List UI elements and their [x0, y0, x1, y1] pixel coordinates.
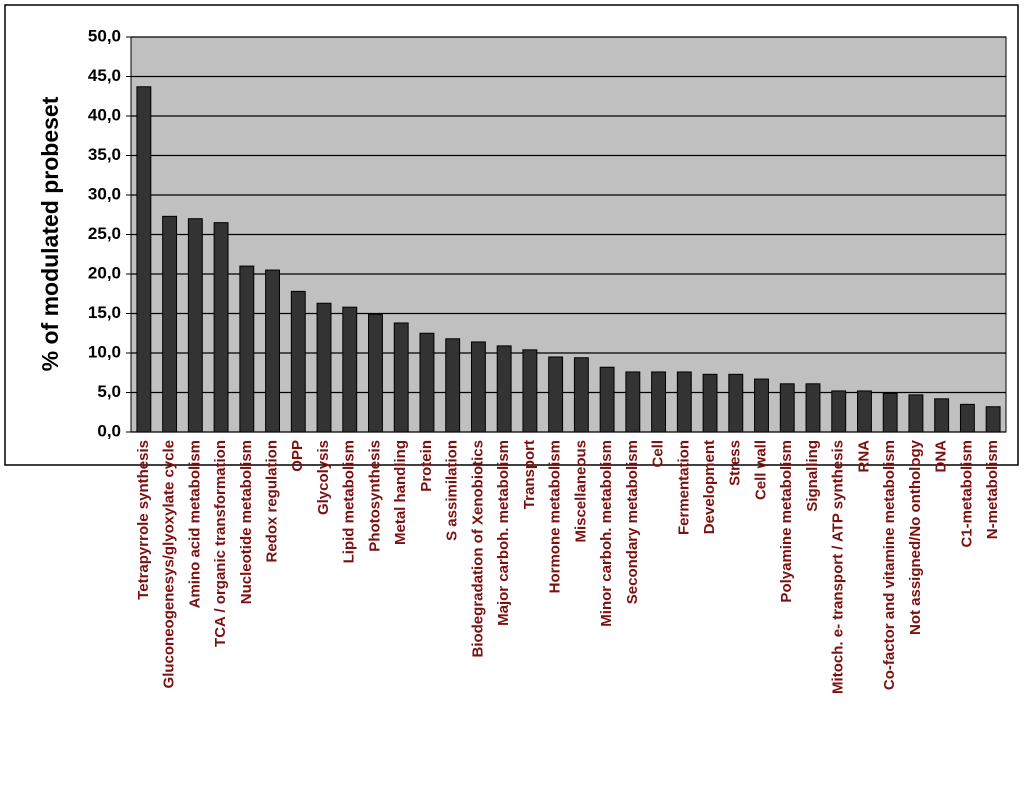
y-tick-label: 0,0: [97, 421, 121, 440]
bar: [985, 406, 1001, 433]
bar: [599, 366, 615, 433]
x-tick-label: N-metabolism: [984, 440, 1001, 539]
bar: [265, 269, 280, 433]
bar: [882, 392, 898, 433]
bar: [239, 265, 255, 433]
x-tick-label: Metal handling: [392, 440, 409, 545]
x-tick-label: TCA / organic transformation: [212, 440, 229, 647]
x-tick-label: Co-factor and vitamine metabolism: [881, 440, 898, 690]
bar: [651, 371, 667, 433]
x-tick-label: Major carboh. metabolism: [495, 440, 512, 626]
bar: [959, 403, 975, 433]
bar: [290, 290, 306, 433]
x-tick-label: Stress: [727, 440, 744, 486]
x-tick-label: Minor carboh. metabolism: [598, 440, 615, 627]
bar: [548, 356, 564, 433]
bar: [368, 313, 383, 433]
bar: [316, 302, 332, 433]
y-tick-label: 20,0: [88, 263, 121, 282]
x-tick-label: DNA: [933, 440, 950, 473]
bar: [496, 345, 512, 433]
x-tick-label: Development: [701, 440, 718, 534]
x-tick-label: Amino acid metabolism: [186, 440, 203, 608]
bar: [779, 383, 795, 433]
x-tick-label: Secondary metabolism: [624, 440, 641, 604]
bar: [419, 332, 435, 433]
bar: [342, 306, 358, 433]
x-tick-label: C1-metabolism: [958, 440, 975, 548]
y-tick-label: 35,0: [88, 145, 121, 164]
x-tick-label: Cell wall: [752, 440, 769, 500]
x-tick-label: Redox regulation: [264, 440, 281, 563]
bar: [393, 322, 409, 433]
y-tick-label: 25,0: [88, 224, 121, 243]
bar: [676, 371, 692, 433]
bar: [728, 373, 744, 433]
x-tick-label: Hormone metabolism: [547, 440, 564, 593]
y-tick-label: 50,0: [88, 26, 121, 45]
x-tick-label: Glycolysis: [315, 440, 332, 515]
bar: [445, 338, 461, 433]
y-tick-label: 5,0: [97, 382, 121, 401]
x-tick-label: Biodegradation of Xenobiotics: [469, 440, 486, 658]
x-tick-label: Fermentation: [675, 440, 692, 535]
x-tick-label: RNA: [855, 440, 872, 473]
x-tick-label: Protein: [418, 440, 435, 492]
bar: [754, 378, 769, 433]
bar: [213, 222, 229, 433]
bar: [625, 371, 641, 433]
x-tick-label: Signalling: [804, 440, 821, 512]
x-tick-label: Not assigned/No onthology: [907, 439, 924, 635]
y-tick-label: 45,0: [88, 66, 121, 85]
bar: [573, 357, 589, 433]
x-tick-label: Cell: [650, 440, 667, 468]
x-tick-label: OPP: [289, 440, 306, 472]
x-tick-label: Miscellaneous: [572, 440, 589, 543]
x-tick-label: Nucleotide metabolism: [238, 440, 255, 604]
bar: [162, 215, 178, 433]
x-tick-label: Gluconeogenesys/glyoxylate cycle: [161, 440, 178, 688]
bar: [470, 341, 486, 433]
y-tick-label: 40,0: [88, 105, 121, 124]
bar: [187, 218, 203, 433]
bar: [522, 349, 538, 433]
y-axis-title: % of modulated probeset: [37, 96, 63, 371]
x-tick-label: S assimilation: [444, 440, 461, 541]
x-tick-label: Transport: [521, 440, 538, 509]
y-tick-label: 15,0: [88, 303, 121, 322]
x-tick-label: Polyamine metabolism: [778, 440, 795, 603]
x-tick-label: Mitoch. e- transport / ATP synthesis: [830, 440, 847, 694]
bar: [908, 394, 924, 433]
bar: [136, 86, 152, 433]
x-tick-label: Lipid metabolism: [341, 440, 358, 563]
bar: [805, 383, 821, 433]
bar: [857, 390, 872, 433]
bar: [934, 398, 950, 433]
bar: [702, 373, 718, 433]
x-tick-label: Tetrapyrrole synthesis: [135, 440, 152, 600]
y-tick-label: 30,0: [88, 184, 121, 203]
x-tick-label: Photosynthesis: [366, 440, 383, 552]
bar: [831, 390, 847, 433]
y-tick-label: 10,0: [88, 342, 121, 361]
